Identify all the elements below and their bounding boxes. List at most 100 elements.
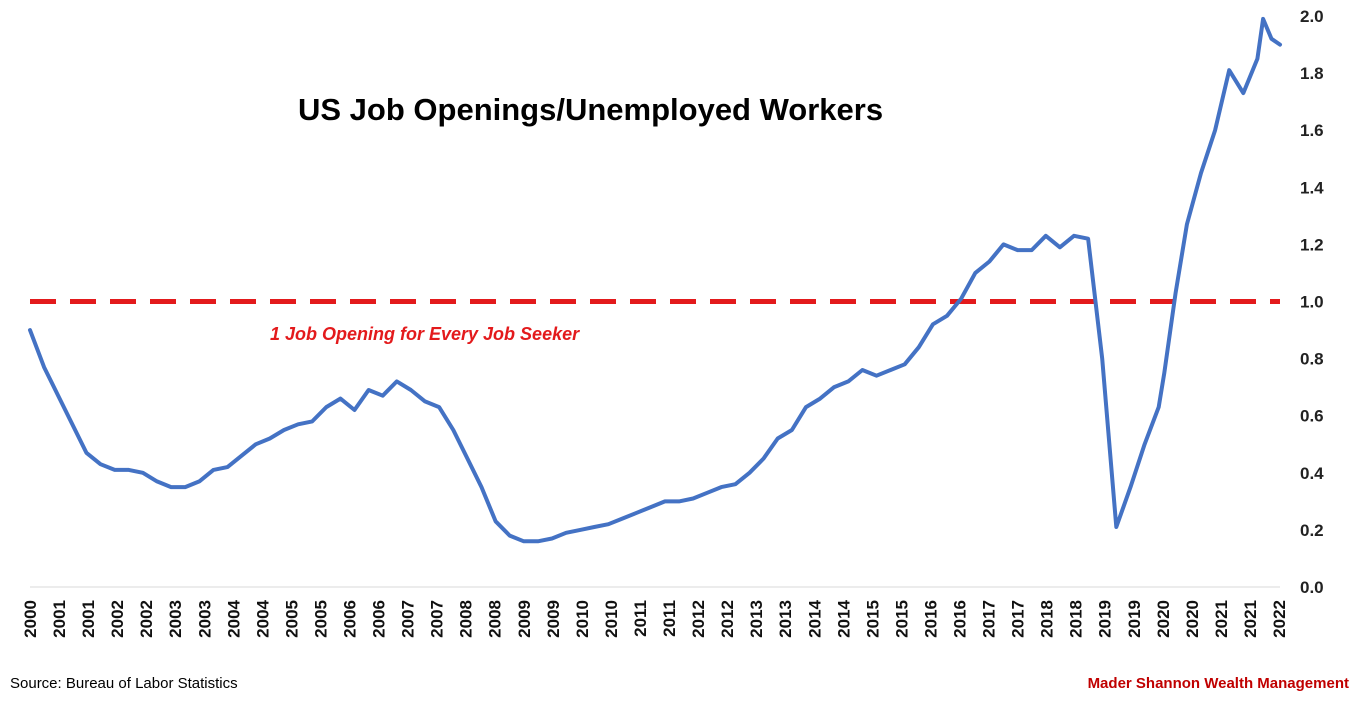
y-tick-label: 1.8 (1300, 64, 1324, 83)
data-point (1279, 43, 1281, 46)
source-note: Source: Bureau of Labor Statistics (10, 675, 238, 692)
data-point (1270, 38, 1273, 40)
x-tick-label: 2004 (253, 599, 272, 637)
data-point (607, 523, 610, 525)
x-tick-label: 2017 (1009, 600, 1028, 638)
x-tick-label: 2008 (486, 600, 505, 638)
data-point (777, 437, 779, 440)
x-tick-label: 2014 (834, 599, 853, 637)
x-tick-label: 2009 (544, 600, 563, 638)
x-tick-label: 2010 (602, 600, 621, 638)
data-point (650, 506, 652, 508)
x-tick-label: 2001 (79, 600, 98, 638)
x-tick-label: 2007 (399, 600, 418, 638)
data-point (128, 469, 130, 471)
data-point (1163, 372, 1165, 374)
data-point (875, 375, 878, 377)
x-tick-label: 2021 (1212, 600, 1231, 638)
x-tick-label: 2013 (776, 600, 795, 638)
data-point (368, 389, 370, 391)
x-tick-label: 2021 (1241, 600, 1260, 638)
data-point (452, 429, 454, 431)
data-point (198, 480, 200, 482)
y-tick-label: 0.0 (1300, 578, 1324, 597)
data-point (1059, 246, 1061, 248)
data-point (1200, 172, 1202, 174)
x-tick-label: 2011 (660, 600, 679, 637)
data-point (396, 380, 398, 383)
y-tick-label: 1.2 (1300, 235, 1324, 254)
y-tick-label: 0.4 (1300, 464, 1324, 483)
y-tick-label: 1.6 (1300, 121, 1324, 140)
data-point (1214, 129, 1216, 131)
data-point (509, 535, 511, 537)
series-layer (28, 16, 1282, 544)
data-point (255, 443, 257, 445)
series-line-0 (28, 16, 1282, 544)
y-tick-label: 2.0 (1300, 7, 1324, 26)
x-tick-label: 2016 (951, 600, 970, 638)
x-tick-label: 2006 (341, 600, 360, 638)
data-point (847, 380, 849, 383)
data-point (283, 429, 285, 431)
data-point (551, 537, 553, 540)
data-point (579, 529, 581, 531)
x-tick-label: 2005 (312, 600, 331, 638)
data-point (424, 400, 426, 403)
data-point (311, 420, 313, 423)
data-point (382, 395, 384, 397)
x-tick-label: 2000 (21, 600, 40, 638)
data-point (438, 406, 440, 408)
data-point (904, 363, 906, 365)
data-point (988, 260, 990, 263)
x-tick-label: 2015 (863, 600, 882, 638)
data-point (833, 386, 835, 388)
brand-name: Mader Shannon Wealth Management (1087, 675, 1349, 692)
data-point (565, 532, 567, 534)
data-point (1158, 406, 1160, 408)
data-point (805, 406, 807, 408)
y-tick-label: 1.4 (1300, 178, 1324, 197)
data-point (1031, 249, 1033, 251)
data-point (720, 486, 722, 488)
x-tick-label: 2001 (50, 600, 69, 638)
data-point (819, 397, 821, 400)
data-point (918, 346, 920, 348)
x-tick-label: 2018 (1067, 600, 1086, 638)
data-point (1016, 249, 1019, 251)
data-point (29, 329, 31, 331)
data-point (339, 397, 341, 400)
data-point (156, 480, 158, 482)
x-tick-label: 2014 (805, 599, 824, 637)
data-point (1186, 223, 1188, 226)
data-point (664, 500, 666, 502)
data-point (1256, 58, 1259, 60)
data-point (494, 520, 497, 522)
x-tick-label: 2005 (282, 600, 301, 638)
data-point (974, 272, 976, 274)
x-tick-label: 2008 (457, 600, 476, 638)
data-point (1002, 243, 1005, 245)
x-tick-label: 2020 (1154, 600, 1173, 638)
data-point (269, 437, 271, 440)
y-tick-label: 0.6 (1300, 407, 1324, 426)
data-point (960, 298, 962, 300)
data-point (636, 512, 638, 514)
data-point (946, 315, 948, 317)
data-point (114, 469, 116, 471)
data-point (1129, 486, 1132, 488)
data-point (85, 452, 88, 454)
data-point (537, 540, 539, 542)
x-tick-label: 2003 (166, 600, 185, 638)
data-point (1045, 235, 1047, 237)
data-point (678, 500, 680, 502)
data-point (1228, 69, 1230, 71)
data-point (57, 395, 59, 397)
x-tick-label: 2011 (631, 600, 650, 637)
x-tick-label: 2003 (195, 600, 214, 638)
x-tick-label: 2010 (573, 600, 592, 638)
data-point (43, 366, 45, 368)
x-tick-label: 2016 (921, 600, 940, 638)
data-point (466, 457, 468, 460)
data-point (226, 466, 229, 468)
